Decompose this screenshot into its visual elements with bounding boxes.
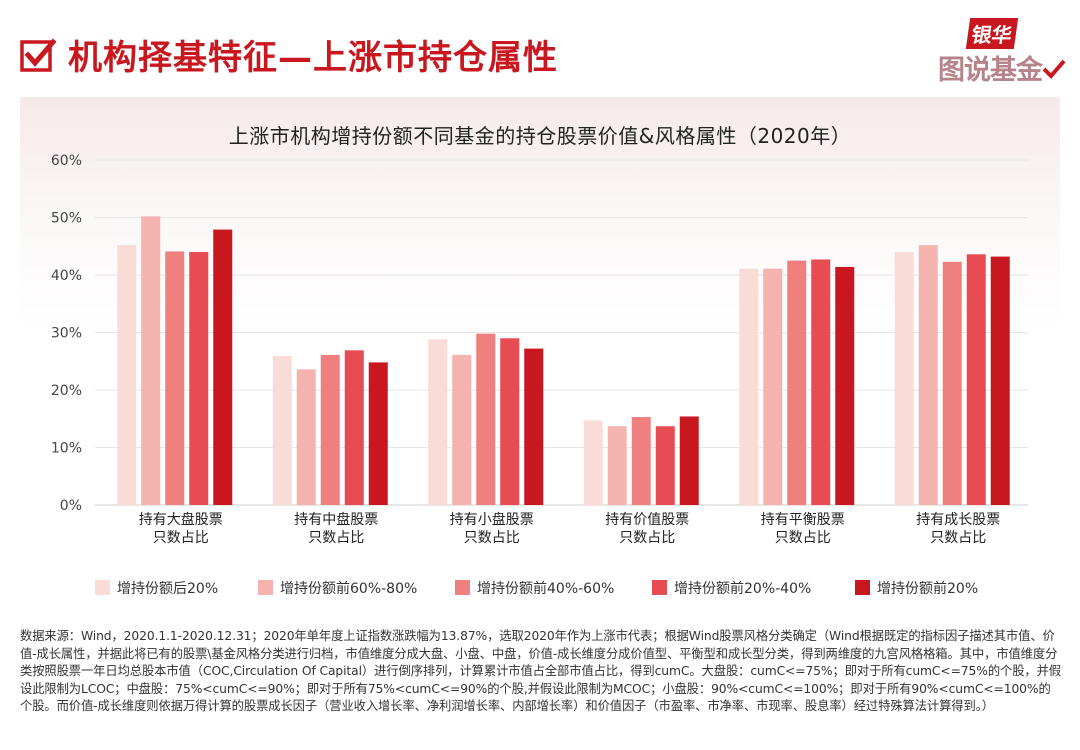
x-category-label: 持有中盘股票 只数占比 bbox=[261, 511, 411, 547]
bar bbox=[607, 426, 627, 505]
x-category-label-line: 持有中盘股票 bbox=[294, 512, 379, 528]
y-tick-label: 50% bbox=[51, 211, 82, 227]
legend-label: 增持份额前40%-60% bbox=[477, 581, 615, 597]
x-category-label: 持有成长股票 只数占比 bbox=[883, 511, 1033, 547]
bar bbox=[320, 354, 340, 505]
y-tick-label: 0% bbox=[60, 498, 82, 514]
bar bbox=[990, 256, 1010, 505]
bar-chart: 0% 10% 20% 30% 40% 50% 60% bbox=[51, 153, 1028, 514]
chart-title: 上涨市机构增持份额不同基金的持仓股票价值&风格属性（2020年） bbox=[228, 124, 852, 148]
y-tick-label: 60% bbox=[51, 153, 82, 169]
bar bbox=[631, 417, 651, 505]
x-category-label-line: 只数占比 bbox=[152, 530, 209, 546]
bar bbox=[739, 268, 759, 505]
bar bbox=[942, 261, 962, 505]
brand-logo: 银华 图说基金 bbox=[930, 18, 1070, 88]
logo-check-icon bbox=[1042, 59, 1066, 79]
x-category-label-line: 持有价值股票 bbox=[605, 512, 690, 528]
checkbox-check-icon bbox=[20, 38, 56, 72]
bar bbox=[894, 252, 914, 505]
x-category-label-line: 只数占比 bbox=[463, 530, 520, 546]
y-tick-label: 20% bbox=[51, 383, 82, 399]
x-category-label: 持有价值股票 只数占比 bbox=[572, 511, 722, 547]
bar bbox=[368, 362, 388, 505]
bar bbox=[500, 338, 520, 505]
x-category-label: 持有平衡股票 只数占比 bbox=[728, 511, 878, 547]
legend-label: 增持份额前20% bbox=[877, 581, 979, 597]
legend-swatch bbox=[95, 580, 110, 595]
x-category-label-line: 只数占比 bbox=[930, 530, 987, 546]
legend-swatch bbox=[455, 580, 470, 595]
y-tick-label: 10% bbox=[51, 441, 82, 457]
x-category-label-line: 只数占比 bbox=[308, 530, 365, 546]
bar bbox=[165, 251, 185, 505]
legend-swatch bbox=[652, 580, 667, 595]
bar bbox=[835, 266, 855, 505]
legend-label: 增持份额前60%-80% bbox=[280, 581, 418, 597]
x-category-label-line: 只数占比 bbox=[774, 530, 831, 546]
bar bbox=[428, 339, 448, 505]
y-tick-label: 30% bbox=[51, 326, 82, 342]
legend-label: 增持份额前20%-40% bbox=[674, 581, 812, 597]
page-header: 机构择基特征—上涨市持仓属性 银华 图说基金 bbox=[0, 0, 1080, 92]
bar bbox=[787, 260, 807, 505]
bar bbox=[966, 254, 986, 505]
bar bbox=[452, 354, 472, 505]
x-category-label-line: 持有平衡股票 bbox=[760, 512, 845, 528]
legend-swatch bbox=[855, 580, 870, 595]
bar bbox=[296, 369, 316, 505]
legend-swatch bbox=[258, 580, 273, 595]
y-tick-label: 40% bbox=[51, 268, 82, 284]
x-category-label-line: 持有小盘股票 bbox=[449, 512, 534, 528]
x-category-label-line: 持有成长股票 bbox=[916, 512, 1001, 528]
x-category-label: 持有大盘股票 只数占比 bbox=[106, 511, 256, 547]
bar bbox=[141, 216, 161, 505]
x-category-label: 持有小盘股票 只数占比 bbox=[417, 511, 567, 547]
bar bbox=[189, 252, 209, 505]
bar bbox=[679, 416, 699, 505]
chart-legend: 增持份额后20% 增持份额前60%-80% 增持份额前40%-60% 增持份额前20%… bbox=[0, 578, 1080, 598]
bar bbox=[476, 333, 496, 505]
bar bbox=[811, 259, 831, 505]
bar bbox=[763, 268, 783, 505]
bar bbox=[583, 420, 603, 505]
bar bbox=[524, 348, 544, 505]
bar bbox=[272, 356, 292, 505]
page-title: 机构择基特征—上涨市持仓属性 bbox=[68, 38, 558, 78]
legend-label: 增持份额后20% bbox=[117, 581, 219, 597]
bar bbox=[655, 426, 675, 505]
logo-bottom-text: 图说基金 bbox=[938, 55, 1043, 86]
bar bbox=[213, 229, 233, 505]
x-category-label-line: 持有大盘股票 bbox=[138, 512, 223, 528]
x-category-label-line: 只数占比 bbox=[619, 530, 676, 546]
bar bbox=[117, 245, 137, 505]
data-source-footnote: 数据来源：Wind，2020.1.1-2020.12.31；2020年单年度上证… bbox=[20, 629, 1062, 713]
bar bbox=[918, 245, 938, 505]
bar bbox=[344, 350, 364, 505]
